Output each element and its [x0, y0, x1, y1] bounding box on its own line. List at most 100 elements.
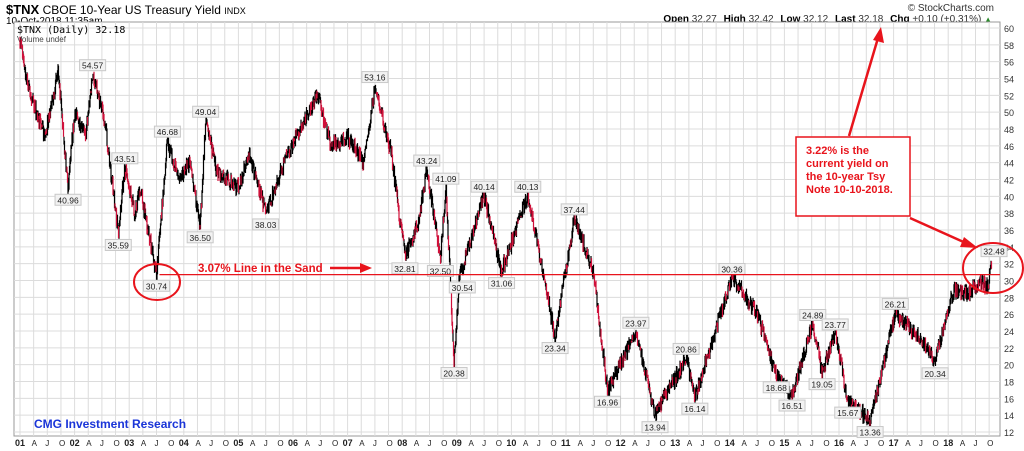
volume-legend: Volume undef — [17, 35, 67, 44]
x-tick-label: O — [878, 439, 884, 448]
price-label-text: 38.03 — [255, 220, 277, 230]
price-label-box — [622, 316, 650, 329]
price-label-text: 23.97 — [625, 318, 647, 328]
price-label-box — [778, 399, 806, 412]
open-label: Open — [663, 14, 689, 25]
arrow-head-icon — [960, 237, 978, 248]
x-tick-label: J — [810, 439, 814, 448]
price-label: 32.50 — [426, 264, 454, 277]
series-legend: $TNX (Daily) 32.18 — [17, 25, 125, 36]
price-label-box — [808, 378, 836, 391]
price-label-text: 35.59 — [108, 240, 130, 250]
x-tick-label: O — [277, 439, 283, 448]
y-tick-label: 12 — [1004, 428, 1014, 438]
price-label-box — [448, 281, 476, 294]
price-label: 30.54 — [448, 281, 476, 294]
price-label-text: 54.57 — [82, 61, 104, 71]
price-label: 53.16 — [361, 71, 389, 84]
x-tick-label: 11 — [561, 438, 571, 448]
price-label-text: 13.36 — [859, 428, 881, 438]
price-label-box — [79, 59, 107, 72]
x-tick-label: A — [414, 439, 420, 448]
low-value: 32.12 — [803, 14, 829, 25]
x-tick-label: 06 — [288, 438, 298, 448]
high-label: High — [723, 14, 746, 25]
y-tick-label: 32 — [1004, 260, 1014, 270]
price-label: 19.05 — [808, 378, 836, 391]
y-tick-label: 40 — [1004, 192, 1014, 202]
price-label-box — [192, 105, 220, 118]
x-tick-label: J — [591, 439, 595, 448]
low-label: Low — [780, 14, 801, 25]
x-tick-label: J — [701, 439, 705, 448]
price-label: 32.48 — [980, 245, 1008, 258]
x-tick-label: J — [264, 439, 268, 448]
x-tick-label: O — [387, 439, 393, 448]
price-label-box — [681, 402, 709, 415]
x-tick-label: A — [632, 439, 638, 448]
x-tick-label: A — [578, 439, 584, 448]
x-tick-label: J — [755, 439, 759, 448]
price-label: 38.03 — [252, 218, 280, 231]
x-tick-label: A — [851, 439, 857, 448]
price-label-box — [426, 264, 454, 277]
y-tick-label: 14 — [1004, 411, 1014, 421]
price-label-box — [641, 421, 669, 434]
chg-label: Chg — [890, 14, 910, 25]
price-label-box — [104, 238, 132, 251]
price-label-text: 41.09 — [435, 174, 457, 184]
price-label-text: 23.34 — [544, 344, 566, 354]
price-label: 30.36 — [718, 262, 746, 275]
price-label-box — [593, 395, 621, 408]
x-tick-label: 10 — [506, 438, 516, 448]
price-label: 43.24 — [413, 154, 441, 167]
price-label-text: 16.96 — [597, 397, 619, 407]
x-tick-label: 17 — [889, 438, 899, 448]
watermark: CMG Investment Research — [34, 417, 187, 431]
x-tick-label: J — [482, 439, 486, 448]
y-tick-label: 38 — [1004, 209, 1014, 219]
price-label-box — [361, 71, 389, 84]
y-tick-label: 20 — [1004, 361, 1014, 371]
x-tick-label: J — [155, 439, 159, 448]
price-label: 13.94 — [641, 421, 669, 434]
price-label: 24.89 — [799, 309, 827, 322]
x-tick-label: O — [823, 439, 829, 448]
x-tick-label: A — [32, 439, 38, 448]
price-label-box — [153, 125, 181, 138]
price-label: 23.77 — [821, 318, 849, 331]
price-label: 26.21 — [881, 297, 909, 310]
low-circle — [133, 263, 181, 301]
price-label: 20.86 — [672, 342, 700, 355]
price-label-text: 32.48 — [983, 247, 1005, 257]
x-tick-label: O — [59, 439, 65, 448]
price-label-box — [54, 193, 82, 206]
y-tick-label: 36 — [1004, 226, 1014, 236]
x-tick-label: O — [496, 439, 502, 448]
price-label-text: 20.86 — [675, 344, 697, 354]
price-label-text: 32.50 — [430, 266, 452, 276]
x-tick-label: 03 — [124, 438, 134, 448]
x-tick-label: A — [305, 439, 311, 448]
price-label: 31.06 — [488, 277, 516, 290]
x-tick-label: 12 — [616, 438, 626, 448]
callout-box — [795, 136, 911, 217]
price-label: 32.81 — [391, 262, 419, 275]
arrow-head-icon — [873, 27, 884, 43]
x-tick-label: 18 — [943, 438, 953, 448]
price-label-box — [470, 180, 498, 193]
price-label: 20.34 — [921, 367, 949, 380]
price-label-text: 36.50 — [190, 233, 212, 243]
price-label-text: 49.04 — [195, 107, 217, 117]
price-label-text: 43.24 — [416, 156, 438, 166]
callout-text: the 10-year Tsy — [806, 171, 886, 183]
y-tick-label: 56 — [1004, 58, 1014, 68]
price-label-box — [834, 406, 862, 419]
price-label-box — [821, 318, 849, 331]
security-name: CBOE 10-Year US Treasury Yield — [42, 3, 221, 17]
price-label-box — [413, 154, 441, 167]
high-value: 32.42 — [748, 14, 774, 25]
y-tick-label: 54 — [1004, 75, 1014, 85]
y-tick-label: 24 — [1004, 327, 1014, 337]
